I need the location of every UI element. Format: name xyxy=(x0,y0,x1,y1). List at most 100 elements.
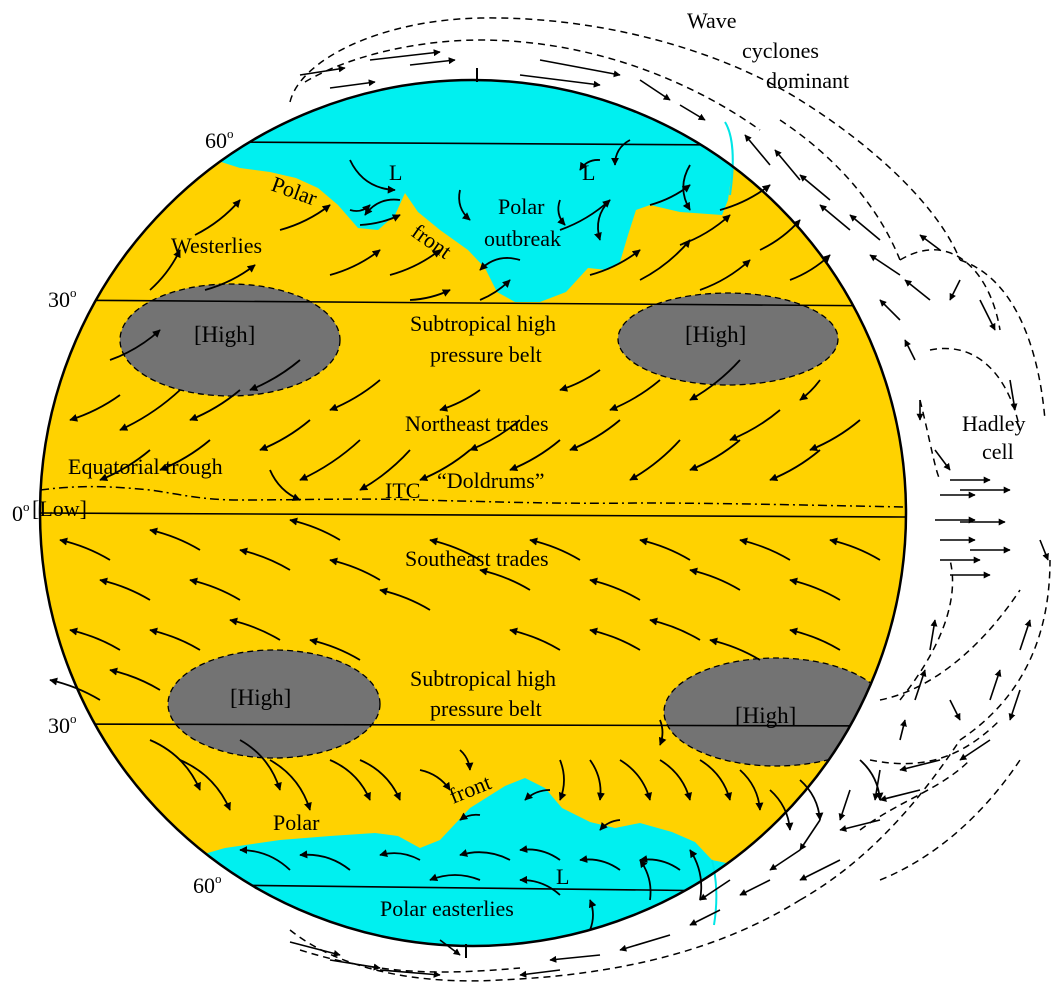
svg-text:30o: 30o xyxy=(48,285,77,312)
wave-label-line2: cyclones xyxy=(742,38,819,63)
se-trade-arrow xyxy=(709,637,761,661)
s-westerly-arrow xyxy=(558,759,567,801)
hadley-flow-arrow xyxy=(409,57,456,66)
ne-trade-arrow xyxy=(159,439,211,472)
se-trade-arrow xyxy=(789,627,841,651)
se-trade-arrow xyxy=(49,677,101,701)
hadley-flow-arrow xyxy=(299,65,346,76)
latitude-line-30n xyxy=(40,299,906,307)
polar-outbreak-label-2: outbreak xyxy=(484,226,561,251)
se-trade-arrow xyxy=(589,627,641,651)
hadley-label-1: Hadley xyxy=(962,411,1026,436)
westerly-arrow xyxy=(699,259,751,291)
high-label-nw: [High] xyxy=(194,322,255,347)
ne-trade-arrow xyxy=(469,419,521,452)
se-trade-arrow xyxy=(529,537,581,561)
se-trade-arrow xyxy=(109,667,161,691)
se-trade-arrow xyxy=(99,577,151,601)
polar-easterly-arrow xyxy=(459,849,511,861)
polar-easterly-arrow xyxy=(588,899,597,931)
ne-trade-arrow xyxy=(769,449,821,482)
ne-trade-arrow xyxy=(99,449,151,482)
hadley-flow-arrow xyxy=(799,859,841,881)
se-trade-arrow xyxy=(239,547,291,571)
latitude-label-eq: 0 xyxy=(12,501,23,526)
ne-trade-arrow xyxy=(569,419,621,452)
hadley-flow-arrow xyxy=(949,699,961,721)
latitude-label-30n: 30 xyxy=(48,287,70,312)
subtropical-label-s2: pressure belt xyxy=(430,696,542,721)
westerly-arrow xyxy=(789,254,831,281)
ne-trade-arrow xyxy=(629,439,681,481)
high-cell-sw xyxy=(167,649,381,759)
latitude-label-60n: 60 xyxy=(205,128,227,153)
ne-trade-arrow xyxy=(299,439,361,481)
hadley-cell-arrows xyxy=(289,49,1049,978)
hadley-flow-arrow xyxy=(739,879,771,896)
westerly-arrow xyxy=(194,199,241,236)
svg-text:0o: 0o xyxy=(12,499,30,526)
equator-line xyxy=(40,512,906,518)
itc-label: ITC xyxy=(385,478,420,503)
latitude-labels: 60o 30o 0o 30o 60o xyxy=(12,126,234,898)
hadley-flow-arrow xyxy=(1009,379,1018,411)
se-trade-arrow xyxy=(379,587,431,611)
hadley-flow-arrow xyxy=(799,174,831,201)
ne-trade-arrow xyxy=(689,439,741,472)
hadley-flow-arrow xyxy=(869,254,901,276)
ne-trade-arrow xyxy=(689,359,741,401)
polar-label-south: Polar xyxy=(273,810,320,835)
polar-easterly-arrow xyxy=(459,812,481,821)
polar-easterly-arrow xyxy=(299,850,351,871)
westerly-arrow xyxy=(409,289,451,301)
se-trade-arrow xyxy=(149,627,201,651)
polar-easterly-arrow xyxy=(379,849,421,861)
low-l-label-3: L xyxy=(556,864,569,889)
polar-outbreak-arrow xyxy=(594,199,611,241)
polar-easterly-arrow xyxy=(239,846,291,871)
ne-trade-arrow xyxy=(809,419,861,452)
high-cell-nw xyxy=(119,283,341,397)
westerly-arrow xyxy=(109,329,161,361)
high-label-sw: [High] xyxy=(230,685,291,710)
s-westerly-arrow xyxy=(589,759,605,801)
s-westerly-arrow xyxy=(859,759,884,801)
hadley-flow-arrow xyxy=(1039,539,1049,561)
hadley-flow-arrow xyxy=(839,819,881,832)
surface-wind-arrows xyxy=(49,139,884,931)
subtropical-label-s1: Subtropical high xyxy=(410,666,556,691)
ice-edge-north xyxy=(724,121,734,196)
trough-arrow xyxy=(269,469,301,501)
ice-edge-south xyxy=(711,859,718,926)
hadley-flow-arrow xyxy=(619,934,671,952)
hadley-flow-arrow xyxy=(539,59,621,78)
ne-trade-arrow xyxy=(609,379,661,412)
hadley-flow-arrow xyxy=(519,74,601,88)
svg-text:60o: 60o xyxy=(193,871,222,898)
polar-outbreak-arrow xyxy=(557,199,566,226)
globe-outline xyxy=(38,78,908,948)
westerly-arrow xyxy=(639,239,691,281)
s-westerly-arrow xyxy=(329,759,371,801)
hadley-flow-arrow xyxy=(799,819,821,851)
s-westerly-arrow xyxy=(359,759,401,801)
wave-label-line1: Wave xyxy=(687,8,737,33)
equatorial-trough-label: Equatorial trough xyxy=(68,454,223,479)
westerly-arrow xyxy=(149,249,181,291)
southeast-trades-label: Southeast trades xyxy=(405,546,549,571)
westerly-arrow xyxy=(679,214,731,246)
se-trade-arrow xyxy=(429,537,481,561)
ne-trade-arrow xyxy=(799,379,821,401)
wave-label-line3: dominant xyxy=(766,68,849,93)
high-cell-ne xyxy=(617,292,839,386)
hadley-flow-arrow xyxy=(989,669,1002,701)
se-trade-arrow xyxy=(649,617,701,641)
hadley-flow-arrow xyxy=(439,939,461,956)
polar-outbreak-arrow xyxy=(479,257,521,271)
s-westerly-arrow xyxy=(739,769,764,811)
hadley-flow-arrow xyxy=(689,909,721,926)
westerly-arrow xyxy=(719,184,771,211)
hadley-flow-arrow xyxy=(849,214,881,241)
upper-air-circulation xyxy=(289,17,1051,982)
